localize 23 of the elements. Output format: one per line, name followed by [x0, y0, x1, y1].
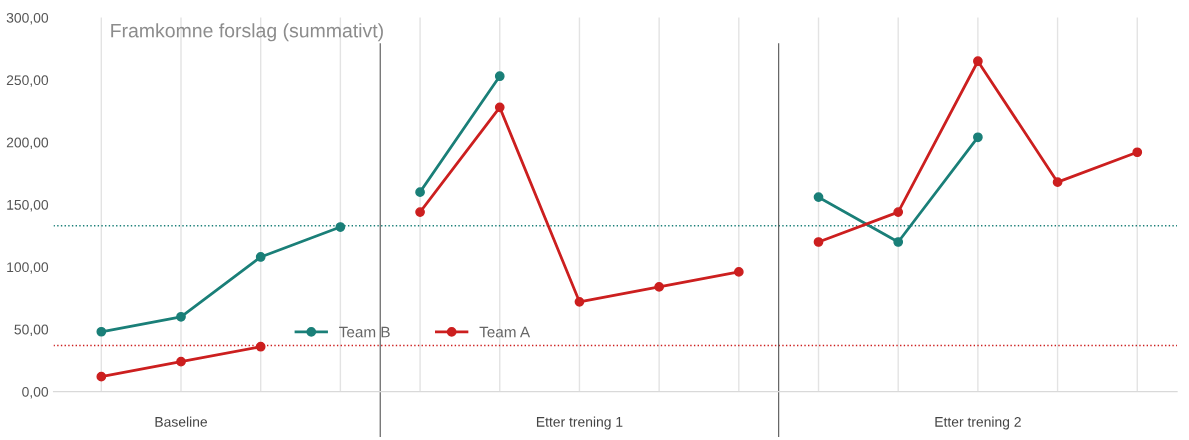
y-tick-label: 0,00: [22, 386, 49, 399]
y-tick-label: 100,00: [7, 262, 49, 274]
y-tick-label: 200,00: [6, 137, 49, 150]
y-tick-label: 150,00: [7, 199, 49, 212]
legend-label: Team A: [479, 326, 531, 338]
point: [96, 326, 107, 337]
legend-label: Team B: [339, 326, 390, 338]
x-tick-label: Etter trening 2: [935, 416, 1021, 430]
point: [1052, 177, 1063, 188]
point: [973, 56, 983, 67]
point: [335, 222, 346, 232]
point: [176, 356, 186, 367]
point: [255, 252, 266, 262]
point: [96, 371, 107, 382]
x-tick-label: Baseline: [155, 416, 208, 427]
chart-title: Framkomne forslag (summativt): [111, 23, 383, 42]
point: [176, 311, 186, 322]
y-tick-label: 300,00: [6, 12, 49, 25]
x-tick-label: Etter trening 1: [536, 416, 623, 430]
point: [1132, 147, 1143, 158]
y-tick-label: 250,00: [6, 75, 49, 87]
point: [255, 341, 266, 352]
y-tick-label: 50,00: [14, 324, 49, 337]
